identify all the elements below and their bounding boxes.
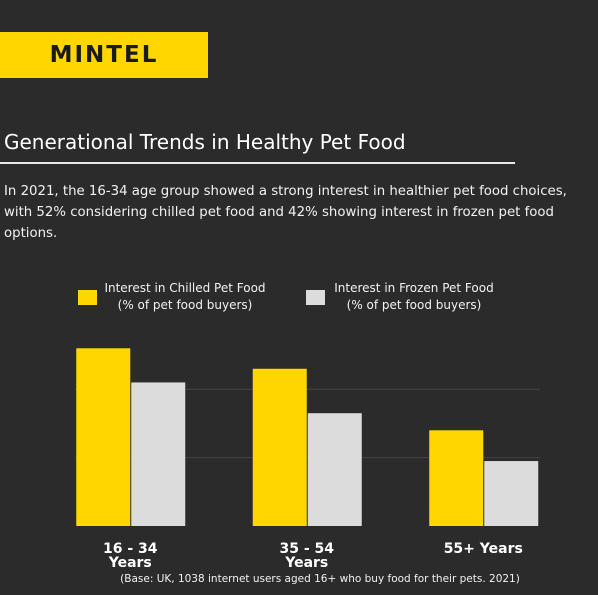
summary-text: In 2021, the 16-34 age group showed a st… (4, 184, 567, 241)
logo: MINTEL (0, 32, 208, 78)
bar (307, 413, 362, 526)
bar (131, 382, 186, 526)
bar (484, 461, 539, 526)
legend-label: Interest in Chilled Pet Food (% of pet f… (104, 281, 266, 312)
bar (429, 430, 484, 526)
legend-swatch (306, 290, 325, 305)
x-tick-label: 35 - 54 Years (279, 541, 335, 571)
title-rule (0, 162, 515, 164)
legend-swatch (78, 290, 97, 305)
title: Generational Trends in Healthy Pet Food (4, 130, 406, 154)
legend-label: Interest in Frozen Pet Food (% of pet fo… (334, 281, 494, 312)
bar (76, 348, 131, 526)
x-tick-label: 55+ Years (443, 541, 523, 557)
x-tick-label: 16 - 34 Years (102, 541, 158, 571)
bar (252, 368, 307, 526)
footnote: (Base: UK, 1038 internet users aged 16+ … (120, 573, 520, 585)
